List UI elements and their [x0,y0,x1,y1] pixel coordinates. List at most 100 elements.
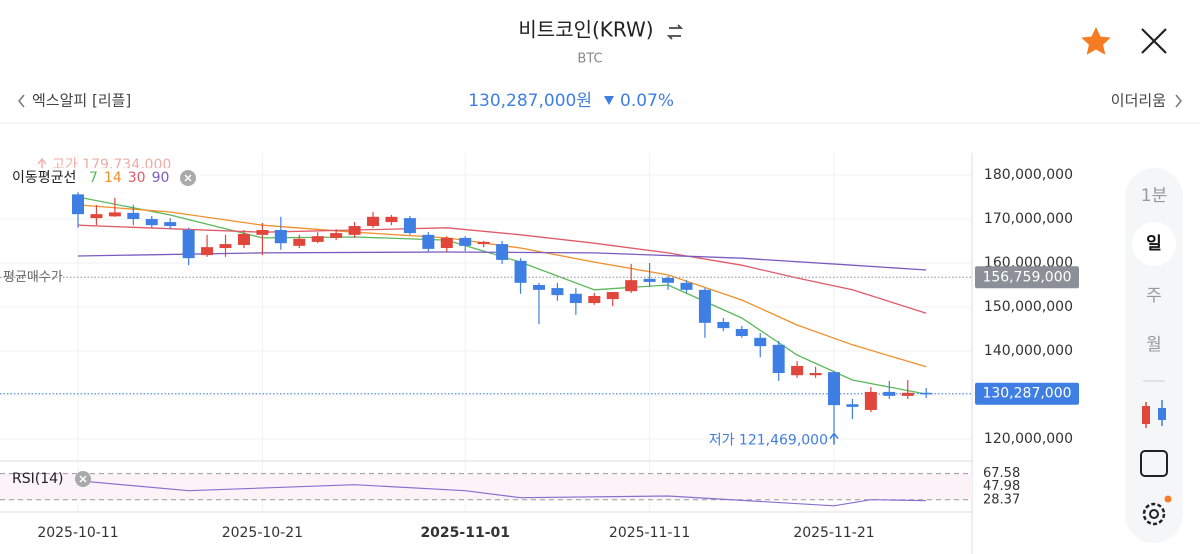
candle-body [588,296,601,304]
next-arrow[interactable] [1175,94,1182,108]
candle-body [828,372,840,406]
candle-body [625,280,638,292]
rsi-tick-label: 28.37 [983,492,1020,507]
rsi-line [77,480,927,507]
rsi-label: RSI(14) [12,471,63,487]
moving-average-line [77,204,927,368]
candle-body [883,391,896,396]
candle-body [219,244,232,249]
candle-body [680,282,693,290]
candle-body [496,244,509,260]
low-annotation: 저가 121,469,000 [709,433,828,449]
candle-body [606,292,619,300]
candle-body [145,219,158,226]
interval-option[interactable]: 일 [1146,234,1162,254]
y-tick-label: 120,000,000 [984,431,1073,447]
legend-entry: 7 [89,170,98,186]
candle-icon[interactable] [1142,400,1166,428]
candle-body [256,230,269,235]
settings-icon[interactable] [1142,495,1172,526]
price-label: 156,759,000 [982,269,1071,285]
candle-body [569,293,582,304]
candle-body [403,218,416,234]
candle-body [717,321,730,329]
candle-body [791,365,804,376]
rsi-band [0,473,972,500]
candle-body [422,234,435,249]
rsi-close-x[interactable] [79,475,87,483]
swap-icon[interactable] [666,24,684,40]
layout-icon[interactable] [1140,450,1168,477]
candle-body [735,329,748,337]
candle-body [182,230,195,259]
candle-body [754,337,767,347]
interval-option[interactable]: 주 [1146,286,1162,306]
candle-body [901,392,914,396]
candle-body [459,237,472,246]
candle-body [330,233,343,238]
candle-body [477,241,490,245]
legend-close-x[interactable] [184,174,192,182]
candle-body [532,285,545,290]
current-price: 130,287,000원 [468,91,592,111]
rsi-tick-label: 47.98 [983,479,1020,494]
legend-bg [0,168,200,188]
next-coin[interactable]: 이더리움 [1111,92,1166,110]
interval-option[interactable]: 월 [1146,335,1162,355]
sidebar [1125,168,1183,543]
legend-entry: 90 [152,170,170,186]
down-triangle [604,96,614,105]
x-tick-label: 2025-10-21 [222,525,303,541]
legend-entry: 30 [128,170,146,186]
candle-body [201,247,214,256]
prev-coin[interactable]: 엑스알피 [리플] [32,92,131,110]
candle-body [385,216,398,223]
candle-body [920,392,933,395]
x-tick-label: 2025-10-11 [37,525,118,541]
moving-average-line [77,224,927,314]
title: 비트코인(KRW) [518,18,653,42]
plot: 2025-10-11 2025-10-21 2025-11-01 2025-11-11… [0,153,1079,541]
candle-body [348,226,361,235]
legend-title: 이동평균선 [12,170,76,186]
candle-body [809,373,822,376]
price-line-name: 평균매수가 [3,270,63,285]
x-tick-label: 2025-11-21 [793,525,874,541]
low-arrow [829,432,839,445]
prev-arrow[interactable] [18,94,25,108]
y-tick-label: 170,000,000 [984,211,1073,227]
x-tick-label: 2025-11-11 [609,525,690,541]
candle-body [367,216,380,227]
candle-body [108,212,121,217]
moving-average-line [77,196,927,395]
price-label-box [975,266,1079,289]
legend-entry: 14 [104,170,122,186]
interval-option[interactable]: 1분 [1141,186,1167,206]
selected-interval-bg [1132,222,1176,266]
candle-body [846,404,859,407]
price-label: 130,287,000 [982,386,1071,402]
y-tick-label: 140,000,000 [984,343,1073,359]
rsi-tick-label: 67.58 [983,466,1020,481]
candle-body [698,289,711,323]
favorite-star[interactable] [1081,27,1111,55]
candle-body [274,230,287,244]
candle-body [514,260,527,283]
candle-body [551,288,564,296]
candle-body [864,391,877,410]
candle-body [662,277,675,283]
x-tick-label: 2025-11-01 [420,525,510,541]
candle-body [90,214,103,219]
y-tick-label: 150,000,000 [984,299,1073,315]
candle-body [293,238,306,246]
y-tick-label: 180,000,000 [984,167,1073,183]
candle-body [311,236,324,242]
candle-body [772,344,785,373]
candle-body [643,278,656,282]
candle-body [127,212,140,219]
subtitle: BTC [577,52,602,67]
price-change: 0.07% [620,91,674,111]
close-button[interactable] [1141,28,1167,54]
